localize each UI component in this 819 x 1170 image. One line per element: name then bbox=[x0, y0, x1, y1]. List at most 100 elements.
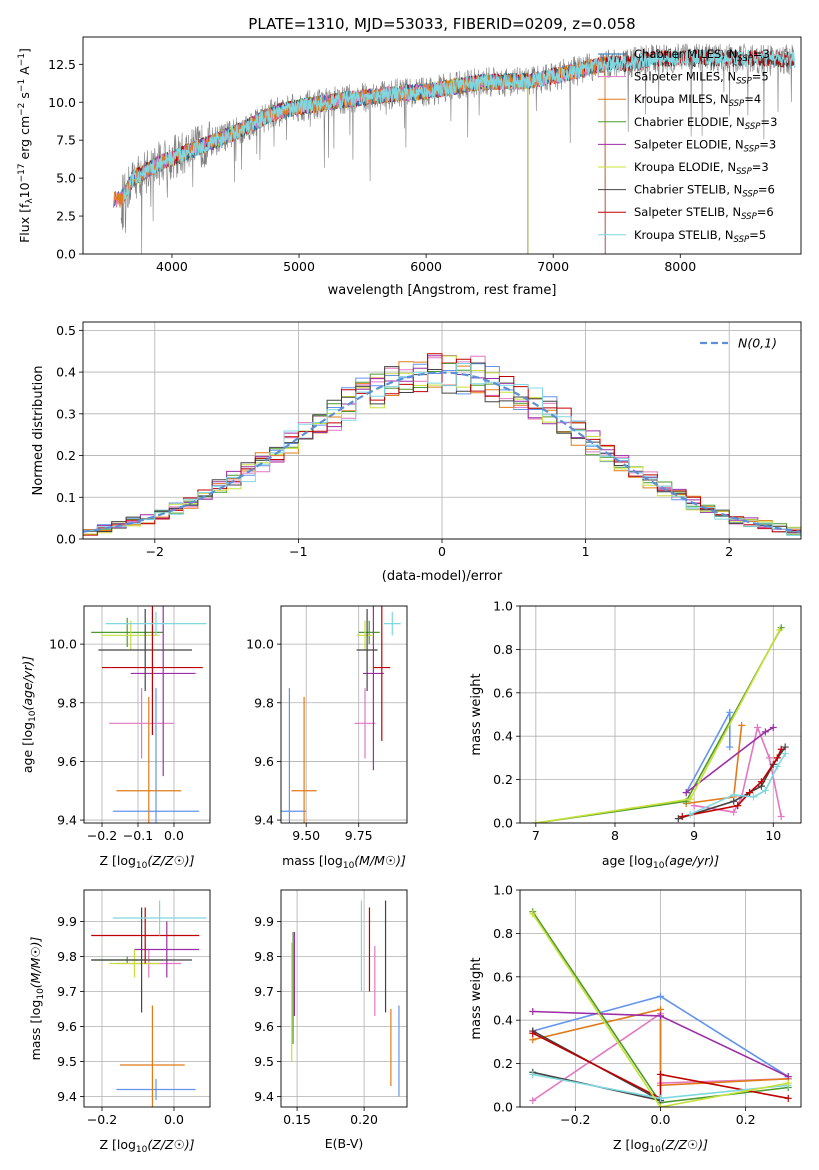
x-axis-label: wavelength [Angstrom, rest frame] bbox=[328, 283, 557, 298]
axes-frame bbox=[519, 889, 802, 1108]
y-tick-label: 10.0 bbox=[48, 95, 76, 110]
x-tick-label: 9 bbox=[690, 828, 698, 843]
legend-entry: Salpeter MILES, NSSP=5 bbox=[634, 70, 769, 87]
x-tick-label: 9.50 bbox=[292, 828, 320, 843]
y-tick-label: 0.8 bbox=[493, 926, 513, 941]
age-vs-mass-panel: 9.50 9.75 9.4 9.6 9.8 10.0 mass [log10(M/M☉)] bbox=[246, 605, 408, 871]
y-tick-label: 9.4 bbox=[254, 813, 274, 828]
legend-entry: Chabrier ELODIE, NSSP=3 bbox=[634, 115, 777, 132]
y-axis-label: Normed distribution bbox=[31, 366, 46, 496]
weight-vs-metallicity-panel: −0.2 0.0 0.2 0.0 0.2 0.4 0.6 0.8 1.0 mass weight Z… bbox=[469, 883, 802, 1155]
legend-entry: Chabrier MILES, NSSP=3 bbox=[634, 47, 770, 64]
x-tick-label: 1 bbox=[582, 544, 590, 559]
y-tick-label: 9.5 bbox=[254, 1054, 274, 1069]
axes-frame bbox=[83, 889, 211, 1108]
weight-marker bbox=[529, 910, 537, 918]
y-tick-label: 9.6 bbox=[254, 1019, 274, 1034]
x-tick-label: 0.20 bbox=[350, 1112, 378, 1127]
weight-marker bbox=[781, 743, 789, 751]
y-tick-label: 0.4 bbox=[493, 1013, 513, 1028]
weight-marker bbox=[761, 728, 769, 736]
weight-vs-age-panel: 7 8 9 10 0.0 0.2 0.4 0.6 0.8 1.0 mass weight age [l… bbox=[469, 599, 802, 871]
y-tick-label: 0.1 bbox=[56, 490, 76, 505]
y-tick-label: 9.4 bbox=[57, 813, 77, 828]
y-tick-label: 10.0 bbox=[246, 637, 274, 652]
x-tick-label: 6000 bbox=[410, 259, 442, 274]
y-tick-label: 0.6 bbox=[493, 969, 513, 984]
y-axis-label: mass weight bbox=[469, 957, 484, 1039]
y-tick-label: 9.6 bbox=[57, 1019, 77, 1034]
y-axis-label: Flux [fλ10−17 erg cm−2 s−1 A−1] bbox=[17, 48, 35, 243]
weight-marker bbox=[529, 1008, 537, 1016]
x-tick-label: 8 bbox=[611, 828, 619, 843]
weight-marker bbox=[682, 789, 690, 797]
weight-marker bbox=[769, 724, 777, 732]
x-tick-label: 0.0 bbox=[651, 1112, 671, 1127]
weight-marker bbox=[777, 745, 785, 753]
spectrum-legend: Chabrier MILES, NSSP=3 Salpeter MILES, NS… bbox=[598, 47, 777, 245]
x-axis-label: E(B-V) bbox=[325, 1136, 364, 1151]
legend-entry: Salpeter STELIB, NSSP=6 bbox=[634, 205, 774, 222]
weight-marker bbox=[750, 793, 758, 801]
axes-frame bbox=[280, 605, 408, 824]
axes-frame bbox=[83, 605, 211, 824]
x-tick-label: 0.15 bbox=[283, 1112, 311, 1127]
y-tick-label: 9.8 bbox=[57, 695, 77, 710]
y-tick-label: 0.2 bbox=[493, 1056, 513, 1071]
weight-marker bbox=[529, 1036, 537, 1044]
plot-area bbox=[83, 353, 801, 538]
axes-frame bbox=[82, 36, 802, 255]
weight-marker bbox=[730, 797, 738, 805]
weight-marker bbox=[686, 810, 694, 818]
histogram-series bbox=[83, 363, 801, 538]
x-tick-label: 8000 bbox=[664, 259, 696, 274]
x-axis-label: Z [log10(Z/Z☉)] bbox=[613, 1137, 708, 1155]
mass-vs-metallicity-panel: −0.2 0.0 9.4 9.5 9.6 9.7 9.8 9.9 Z [log10(Z/Z☉)]… bbox=[28, 889, 211, 1155]
x-axis-label: age [log10(age/yr)] bbox=[602, 853, 719, 871]
weight-marker bbox=[776, 626, 784, 634]
weight-marker bbox=[784, 1079, 792, 1087]
weight-marker bbox=[784, 1073, 792, 1081]
weight-marker bbox=[784, 1094, 792, 1102]
legend-entry: Kroupa MILES, NSSP=4 bbox=[634, 92, 761, 109]
normal-curve bbox=[83, 371, 801, 533]
y-tick-label: 0.0 bbox=[493, 816, 513, 831]
y-tick-label: 9.4 bbox=[57, 1089, 77, 1104]
weight-marker bbox=[674, 815, 682, 823]
weight-marker bbox=[753, 724, 761, 732]
weight-marker bbox=[532, 819, 540, 823]
weight-marker bbox=[738, 721, 746, 729]
y-tick-label: 9.7 bbox=[254, 984, 274, 999]
x-tick-label: −0.2 bbox=[87, 1112, 117, 1127]
weight-marker bbox=[657, 1070, 664, 1078]
x-tick-label: 2 bbox=[725, 544, 733, 559]
x-tick-label: 7 bbox=[532, 828, 540, 843]
weight-marker bbox=[657, 1094, 664, 1102]
x-tick-label: 9.75 bbox=[345, 828, 373, 843]
x-tick-label: −0.1 bbox=[123, 828, 153, 843]
x-tick-label: −1 bbox=[289, 544, 307, 559]
legend-entry: Chabrier STELIB, NSSP=6 bbox=[634, 183, 775, 200]
weight-marker bbox=[726, 708, 734, 716]
weight-series bbox=[689, 753, 786, 816]
y-tick-label: 10.0 bbox=[49, 637, 77, 652]
y-tick-label: 9.6 bbox=[57, 754, 77, 769]
weight-marker bbox=[686, 795, 694, 803]
weight-marker bbox=[734, 802, 742, 810]
x-tick-label: 0.0 bbox=[164, 1112, 184, 1127]
y-tick-label: 5.0 bbox=[56, 171, 76, 186]
x-axis-label: mass [log10(M/M☉)] bbox=[282, 853, 406, 871]
legend-entry: N(0,1) bbox=[738, 336, 777, 351]
weight-marker bbox=[657, 1103, 664, 1107]
y-tick-label: 9.5 bbox=[57, 1054, 77, 1069]
y-tick-label: 9.8 bbox=[254, 695, 274, 710]
model-spectrum bbox=[123, 49, 796, 204]
weight-marker bbox=[690, 802, 698, 810]
x-axis-label: Z [log10(Z/Z☉)] bbox=[99, 853, 194, 871]
y-tick-label: 9.6 bbox=[254, 754, 274, 769]
x-tick-label: −2 bbox=[146, 544, 164, 559]
y-tick-label: 9.4 bbox=[254, 1089, 274, 1104]
weight-series bbox=[532, 913, 789, 1107]
y-tick-label: 0.2 bbox=[493, 772, 513, 787]
